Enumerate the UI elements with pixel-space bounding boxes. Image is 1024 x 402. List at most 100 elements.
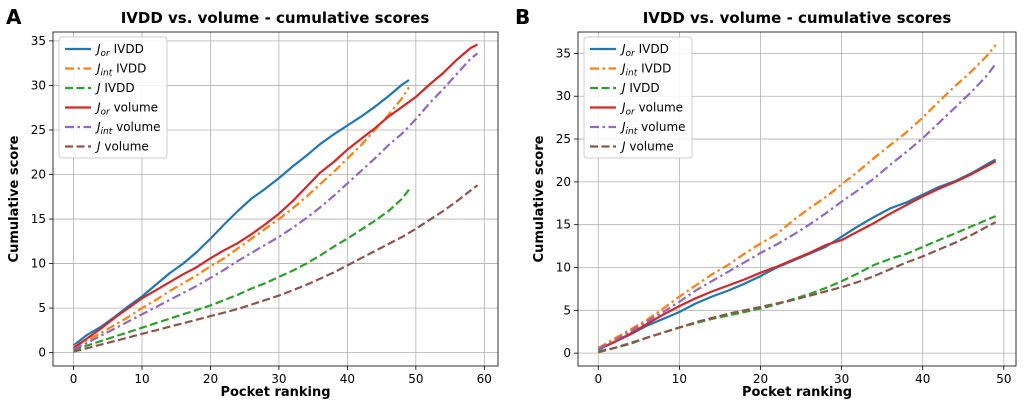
legend-label-symbol: J — [620, 140, 626, 154]
axis-ticks: 0 10 20 30 40 50 60 0 5 10 15 20 25 30 35 — [31, 34, 492, 386]
legend-label-text: IVDD — [626, 81, 660, 95]
legend-label-symbol: J — [95, 42, 101, 56]
y-tick-label: 0 — [38, 346, 46, 360]
legend-label: J IVDD — [620, 81, 660, 95]
y-tick-label: 10 — [31, 257, 46, 271]
x-tick-label: 30 — [834, 372, 849, 386]
y-tick-label: 35 — [31, 34, 46, 48]
legend-label: J IVDD — [95, 81, 135, 95]
y-tick-label: 5 — [563, 303, 571, 317]
plot-frame — [52, 31, 499, 367]
legend-label: J volume — [95, 140, 149, 154]
legend-label-subscript: or — [101, 49, 112, 59]
legend-label-symbol: J — [620, 42, 626, 56]
series-line-j-ivdd — [598, 215, 997, 353]
series-line-j-or-ivdd — [72, 79, 410, 347]
legend-label-text: IVDD — [110, 42, 144, 56]
legend-label-subscript: int — [626, 127, 638, 137]
series-line-j-volume — [73, 184, 479, 353]
x-tick-label: 10 — [672, 372, 687, 386]
series-line-j-int-ivdd — [597, 44, 997, 349]
series-line-j-int-volume — [73, 52, 479, 351]
series-group — [72, 43, 479, 353]
series-line-j-ivdd — [73, 188, 410, 352]
legend-label-subscript: or — [101, 108, 112, 118]
series-line-j-or-volume — [72, 43, 478, 350]
legend-label-symbol: J — [620, 62, 626, 76]
legend-label: Jint IVDD — [620, 62, 671, 79]
legend-label-text: volume — [101, 140, 149, 154]
x-tick-label: 50 — [996, 372, 1011, 386]
x-axis-label: Pocket ranking — [742, 385, 852, 400]
panel-letter: B — [515, 5, 530, 29]
legend-label-text: volume — [112, 120, 160, 134]
legend-label-text: IVDD — [637, 62, 671, 76]
series-line-j-int-volume — [597, 63, 997, 350]
legend-label-symbol: J — [620, 120, 626, 134]
legend-label-symbol: J — [95, 81, 101, 95]
series-group — [597, 44, 997, 354]
legend-label-text: IVDD — [635, 42, 669, 56]
legend-label-text: volume — [110, 101, 158, 115]
axis-ticks: 0 10 20 30 40 50 0 5 10 15 20 25 30 35 — [556, 46, 1012, 386]
legend-label-text: volume — [626, 140, 674, 154]
y-tick-label: 15 — [31, 212, 46, 226]
legend-label-symbol: J — [95, 120, 101, 134]
y-tick-label: 20 — [31, 168, 46, 182]
legend-label-subscript: int — [101, 69, 113, 79]
x-axis-label: Pocket ranking — [220, 385, 330, 400]
series-line-j-int-ivdd — [73, 86, 410, 348]
panel-a: A IVDD vs. volume - cumulative scores 0 10 2… — [6, 5, 499, 400]
x-tick-label: 0 — [594, 372, 602, 386]
legend-label: Jor volume — [620, 101, 683, 118]
legend-label: J volume — [620, 140, 674, 154]
y-tick-label: 30 — [31, 78, 46, 92]
legend-label-subscript: or — [626, 49, 637, 59]
y-tick-label: 5 — [38, 301, 46, 315]
legend-label-text: volume — [637, 120, 685, 134]
y-tick-label: 25 — [556, 132, 571, 146]
y-axis-label: Cumulative score — [532, 135, 547, 262]
y-tick-label: 20 — [556, 175, 571, 189]
legend-label: Jor volume — [95, 101, 158, 118]
y-tick-label: 30 — [556, 89, 571, 103]
legend-label: Jint volume — [95, 120, 161, 137]
chart-title: IVDD vs. volume - cumulative scores — [643, 9, 952, 27]
legend-label: Jint volume — [620, 120, 686, 137]
x-tick-label: 20 — [753, 372, 768, 386]
series-line-j-or-ivdd — [597, 158, 997, 351]
legend-label-text: volume — [635, 101, 683, 115]
x-tick-label: 0 — [70, 372, 78, 386]
series-line-j-volume — [598, 221, 997, 354]
x-tick-label: 20 — [203, 372, 218, 386]
legend-label-text: IVDD — [101, 81, 135, 95]
y-tick-label: 35 — [556, 46, 571, 60]
x-tick-label: 40 — [915, 372, 930, 386]
y-tick-label: 0 — [563, 346, 571, 360]
legend-label-subscript: int — [626, 69, 638, 79]
panel-letter: A — [6, 5, 22, 29]
y-tick-label: 25 — [31, 123, 46, 137]
x-tick-label: 40 — [340, 372, 355, 386]
legend-label-symbol: J — [620, 101, 626, 115]
series-line-j-or-volume — [597, 160, 997, 350]
plot-frame — [577, 31, 1017, 367]
legend-label: Jint IVDD — [95, 62, 146, 79]
y-tick-label: 15 — [556, 218, 571, 232]
grid — [53, 32, 498, 366]
y-axis-label: Cumulative score — [7, 135, 22, 262]
x-tick-label: 10 — [134, 372, 149, 386]
legend-label-symbol: J — [95, 101, 101, 115]
legend-label-text: IVDD — [112, 62, 146, 76]
x-tick-label: 60 — [477, 372, 492, 386]
x-tick-label: 30 — [271, 372, 286, 386]
panel-b: B IVDD vs. volume - cumulative scores 0 10 2… — [515, 5, 1017, 400]
legend-label: Jor IVDD — [95, 42, 144, 59]
chart-title: IVDD vs. volume - cumulative scores — [121, 9, 430, 27]
legend-label-symbol: J — [620, 81, 626, 95]
y-tick-label: 10 — [556, 261, 571, 275]
legend-label-symbol: J — [95, 140, 101, 154]
legend-label-subscript: int — [101, 127, 113, 137]
